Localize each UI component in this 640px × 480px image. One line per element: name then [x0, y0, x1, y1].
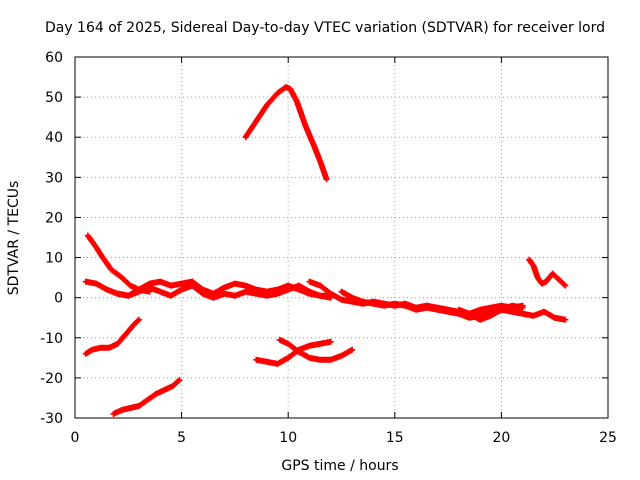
y-axis-label: SDTVAR / TECUs — [6, 181, 22, 296]
series-arc-low-4 — [276, 336, 356, 363]
series-markers — [110, 376, 183, 417]
x-axis-label: GPS time / hours — [281, 458, 398, 474]
x-tick-label: 0 — [71, 430, 80, 446]
chart-title: Day 164 of 2025, Sidereal Day-to-day VTE… — [45, 20, 605, 36]
y-tick-label: 30 — [45, 170, 63, 186]
plot-frame — [74, 56, 609, 419]
x-tick-label: 5 — [177, 430, 186, 446]
y-tick-label: -30 — [40, 411, 63, 427]
series-arc-base-b — [114, 282, 334, 301]
x-tick-label: 20 — [492, 430, 510, 446]
series-arc-low-2 — [110, 376, 183, 417]
x-tick-label: 15 — [386, 430, 404, 446]
x-tick-label: 25 — [599, 430, 617, 446]
y-tick-label: 60 — [45, 50, 63, 66]
y-tick-label: 40 — [45, 130, 63, 146]
data-marks — [82, 84, 569, 417]
series-markers — [526, 256, 569, 289]
x-tick-label: 10 — [279, 430, 297, 446]
series-arc-late — [455, 302, 526, 323]
y-tick-label: -20 — [40, 371, 63, 387]
series-markers — [338, 288, 569, 323]
y-tick-label: -10 — [40, 331, 63, 347]
y-tick-label: 0 — [54, 291, 63, 307]
y-tick-label: 10 — [45, 251, 63, 267]
y-tick-label: 50 — [45, 90, 63, 106]
series-arc-low-1 — [82, 316, 142, 357]
series-markers — [82, 316, 142, 357]
y-tick-label: 20 — [45, 210, 63, 226]
series-markers — [242, 84, 330, 183]
axis-ticks: 0 5 10 15 20 25 -30 -20 -10 0 10 20 30 40 50 60 — [40, 50, 617, 446]
series-arc-evening — [526, 256, 569, 289]
grid — [75, 57, 608, 418]
series-arc-high — [242, 84, 330, 183]
series-arc-afternoon — [338, 288, 569, 323]
